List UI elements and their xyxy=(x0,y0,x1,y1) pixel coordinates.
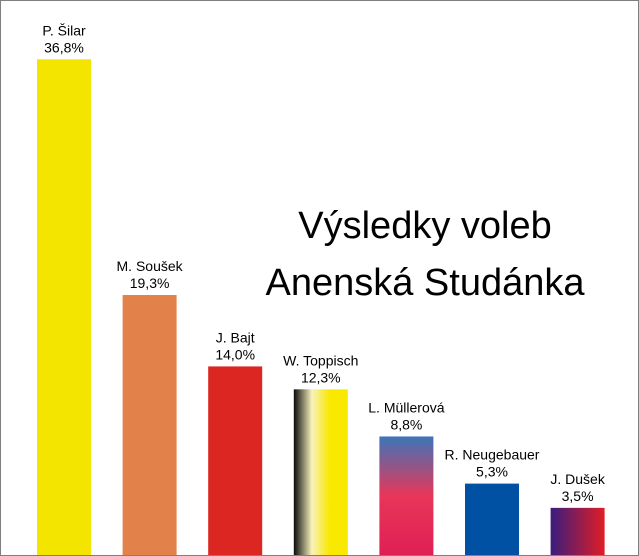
bar-l-mullerova xyxy=(379,436,434,555)
bar-r-neugebauer xyxy=(465,483,519,555)
value-label-w-toppisch: 12,3% xyxy=(301,369,341,385)
category-label-l-mullerova: L. Müllerová xyxy=(368,399,444,415)
bar-p-silar xyxy=(37,59,91,555)
category-label-m-sousek: M. Soušek xyxy=(117,258,184,274)
labels-layer: 36,8%P. Šilar 19,3%M. Soušek 14,0%J. Bajt 1… xyxy=(42,22,605,504)
category-label-p-silar: P. Šilar xyxy=(42,22,86,38)
category-label-w-toppisch: W. Toppisch xyxy=(283,352,358,368)
category-label-r-neugebauer: R. Neugebauer xyxy=(445,447,540,463)
chart-title-line-2: Anenská Studánka xyxy=(265,262,585,304)
value-label-j-dusek: 3,5% xyxy=(562,488,594,504)
category-label-j-dusek: J. Dušek xyxy=(550,471,605,487)
value-label-r-neugebauer: 5,3% xyxy=(476,464,508,480)
bar-j-bajt xyxy=(208,366,263,555)
chart-title-line-1: Výsledky voleb xyxy=(298,205,551,247)
bars-layer xyxy=(37,59,605,555)
value-label-l-mullerova: 8,8% xyxy=(390,416,422,432)
bar-m-sousek xyxy=(122,295,177,555)
value-label-m-sousek: 19,3% xyxy=(130,275,170,291)
bar-j-dusek xyxy=(550,507,605,555)
value-label-p-silar: 36,8% xyxy=(44,39,84,55)
value-label-j-bajt: 14,0% xyxy=(215,346,255,362)
category-label-j-bajt: J. Bajt xyxy=(216,329,255,345)
bar-w-toppisch xyxy=(293,389,348,555)
